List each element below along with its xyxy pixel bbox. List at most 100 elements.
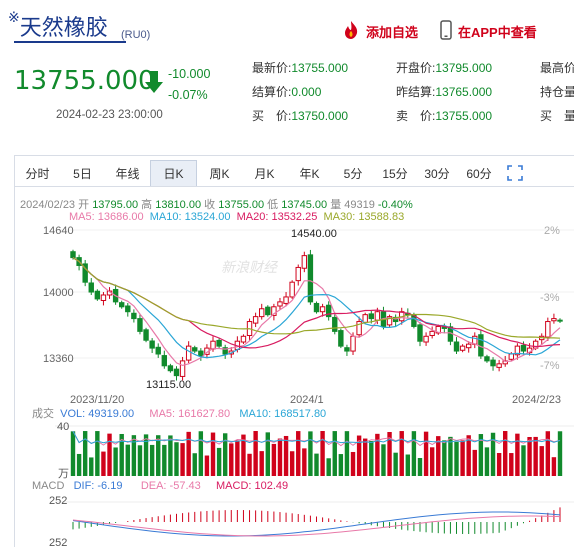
kline-grid <box>55 229 574 359</box>
tab-intraday[interactable]: 分时 <box>25 166 50 181</box>
macd-legend: MACD DIF: -6.19 DEA: -57.43 MACD: 102.49 <box>32 480 288 492</box>
volume-bar <box>235 440 240 476</box>
candle <box>88 282 94 293</box>
volume-bar <box>271 443 277 476</box>
volume-bar <box>375 433 380 476</box>
tab-5min[interactable]: 5分 <box>343 166 363 181</box>
add-watchlist-button[interactable]: 添加自选 <box>342 20 418 43</box>
volume-bar <box>198 431 204 476</box>
candle <box>155 346 161 355</box>
candle <box>332 316 338 332</box>
tab-30min[interactable]: 30分 <box>424 166 450 181</box>
candle <box>185 345 192 361</box>
volume-bar <box>503 431 508 476</box>
candle <box>423 335 429 343</box>
macd-dea: DEA: -57.43 <box>140 480 201 492</box>
volume-bar <box>308 431 313 476</box>
volume-bar <box>241 434 246 476</box>
candle <box>283 296 289 304</box>
phone-icon <box>440 20 452 43</box>
vol-ytick: 40 <box>57 421 69 433</box>
volume-bar <box>332 431 337 476</box>
candle <box>210 340 216 350</box>
candle <box>100 294 107 301</box>
volume-bar <box>496 452 502 476</box>
volume-bar <box>253 431 258 476</box>
volume-bar <box>125 444 130 476</box>
field-high: 最高价 <box>540 61 574 75</box>
volume-bar <box>338 454 344 476</box>
macd-chart[interactable]: 252 252 <box>15 494 574 546</box>
macd-value: MACD: 102.49 <box>216 480 289 492</box>
open-app-button[interactable]: 在APP中查看 <box>440 20 537 43</box>
high-label: 14540.00 <box>291 228 337 240</box>
tab-60min[interactable]: 60分 <box>466 166 492 181</box>
volume-bar <box>186 431 191 476</box>
dif-line <box>72 511 561 537</box>
candle <box>277 301 283 307</box>
volume-bar <box>174 442 179 476</box>
candle <box>514 345 521 356</box>
volume-bar <box>283 435 289 476</box>
volume-bar <box>119 433 124 476</box>
xtick-1: 2023/11/20 <box>70 394 124 404</box>
candle <box>484 356 490 362</box>
volume-bar <box>222 433 228 476</box>
ytick-bottom: 13360 <box>43 353 74 365</box>
price-change: -10.000 -0.07% <box>168 64 210 106</box>
candle <box>338 330 344 347</box>
tab-daily-k[interactable]: 日K <box>150 160 197 186</box>
volume-bar <box>320 431 325 476</box>
candle <box>417 324 423 342</box>
volume-legend: 成交 VOL: 49319.00 MA5: 161627.80 MA10: 16… <box>32 405 326 421</box>
candle <box>557 319 563 322</box>
volume-bar <box>82 431 88 476</box>
volume-section-label: 成交 <box>32 408 54 420</box>
field-settle: 结算价:0.000 <box>252 85 322 99</box>
volume-bar <box>399 431 404 476</box>
tab-15min[interactable]: 15分 <box>382 166 408 181</box>
watermark: 新浪财经 <box>221 259 279 275</box>
field-open-interest: 持仓量 <box>540 85 574 99</box>
dea-line <box>72 515 561 537</box>
change-value: -10.000 <box>168 67 211 81</box>
change-percent: -0.07% <box>168 88 208 102</box>
fullscreen-icon[interactable] <box>500 160 530 186</box>
kline-chart[interactable]: 新浪财经 14640 14000 13360 2% -3% -7% 14540.… <box>15 224 574 404</box>
tab-5day[interactable]: 5日 <box>73 166 92 181</box>
instrument-name: 天然橡胶 <box>19 16 108 41</box>
candle <box>520 344 527 352</box>
xtick-2: 2024/1 <box>290 394 324 404</box>
volume-bar <box>131 435 137 476</box>
macd-ytick-top: 252 <box>49 495 67 507</box>
candle <box>368 313 374 320</box>
volume-bar <box>162 444 167 476</box>
tab-yearly-k[interactable]: 年K <box>299 166 320 181</box>
candle <box>131 312 137 320</box>
ytick-mid: 14000 <box>43 287 74 299</box>
volume-bar <box>210 432 216 476</box>
ma-legend: MA5: 13686.00 MA10: 13524.00 MA20: 13532… <box>69 211 404 223</box>
candle <box>265 306 271 316</box>
volume-chart[interactable]: 40 万 <box>15 420 574 482</box>
tab-monthly-k[interactable]: 月K <box>254 166 275 181</box>
volume-bar <box>363 438 368 476</box>
volume-bar <box>478 434 484 476</box>
candle <box>192 347 198 352</box>
candle <box>295 266 301 282</box>
volume-bar <box>466 435 471 476</box>
candle <box>167 365 174 372</box>
down-arrow-icon <box>144 69 164 95</box>
candle <box>307 254 314 303</box>
candle <box>240 335 247 343</box>
volume-bar <box>417 457 423 476</box>
volume-bar <box>101 451 106 476</box>
candle <box>453 341 460 352</box>
tab-weekly-k[interactable]: 周K <box>209 166 230 181</box>
tab-year-line[interactable]: 年线 <box>115 166 140 181</box>
volume-bar <box>557 431 563 476</box>
volume-bar <box>314 453 319 476</box>
candle <box>216 339 222 347</box>
candle <box>429 330 435 337</box>
vol-unit: 万 <box>58 468 69 480</box>
